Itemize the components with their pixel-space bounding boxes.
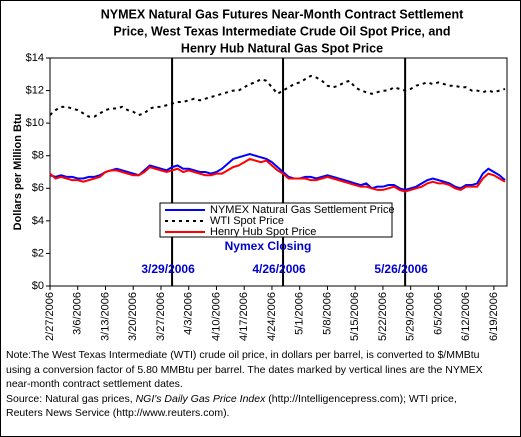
x-tick-label: 4/3/2006: [183, 292, 195, 335]
y-tick-label: $0: [32, 280, 44, 292]
x-tick-label: 3/20/2006: [127, 292, 139, 341]
x-tick-label: 2/27/2006: [44, 292, 56, 341]
settlement-date-label: 4/26/2006: [252, 262, 306, 276]
note: near-month contract settlement dates.: [6, 378, 183, 390]
x-tick-label: 4/17/2006: [238, 292, 250, 341]
plot-area: [49, 57, 508, 287]
chart-title: Price, West Texas Intermediate Crude Oil…: [113, 24, 450, 38]
note: using a conversion factor of 5.80 MMBtu …: [6, 364, 483, 376]
x-tick-label: 4/24/2006: [266, 292, 278, 341]
x-tick-label: 5/29/2006: [405, 292, 417, 341]
source-text: Source: Natural gas prices,: [6, 393, 136, 405]
source-text: NGI's Daily Gas Price Index: [136, 393, 267, 405]
y-tick-label: $8: [32, 150, 44, 162]
settlement-date-label: 3/29/2006: [141, 262, 195, 276]
chart-title: NYMEX Natural Gas Futures Near-Month Con…: [101, 7, 464, 21]
note: Note:The West Texas Intermediate (WTI) c…: [6, 349, 480, 361]
y-tick-label: $10: [26, 117, 44, 129]
settlement-date-label: 5/26/2006: [374, 262, 428, 276]
x-tick-label: 4/10/2006: [210, 292, 222, 341]
y-tick-label: $2: [32, 247, 44, 259]
x-tick-label: 3/6/2006: [72, 292, 84, 335]
x-tick-label: 5/8/2006: [321, 292, 333, 335]
chart-title: Henry Hub Natural Gas Spot Price: [181, 41, 383, 55]
legend-label: Henry Hub Spot Price: [210, 226, 316, 238]
annotation: Nymex Closing: [225, 239, 312, 253]
x-tick-label: 5/22/2006: [377, 292, 389, 341]
x-tick-label: 5/15/2006: [349, 292, 361, 341]
x-tick-label: 6/5/2006: [432, 292, 444, 335]
y-tick-label: $12: [26, 84, 44, 96]
source: Source: Natural gas prices, NGI's Daily …: [6, 393, 457, 405]
x-tick-label: 5/1/2006: [294, 292, 306, 335]
x-tick-label: 6/19/2006: [488, 292, 500, 341]
source: Reuters News Service (http://www.reuters…: [6, 407, 229, 419]
x-tick-label: 3/27/2006: [155, 292, 167, 341]
y-axis-label: Dollars per Million Btu: [12, 114, 24, 231]
y-tick-label: $6: [32, 182, 44, 194]
y-tick-label: $14: [26, 52, 44, 64]
x-tick-label: 6/12/2006: [460, 292, 472, 341]
y-tick-label: $4: [32, 215, 44, 227]
series-line: [49, 153, 506, 191]
legend-label: NYMEX Natural Gas Settlement Price: [210, 204, 395, 216]
x-tick-label: 3/13/2006: [99, 292, 111, 341]
legend-label: WTI Spot Price: [210, 215, 284, 227]
series-line: [49, 157, 506, 193]
source-text: (http://Intelligencepress.com); WTI pric…: [265, 393, 456, 405]
